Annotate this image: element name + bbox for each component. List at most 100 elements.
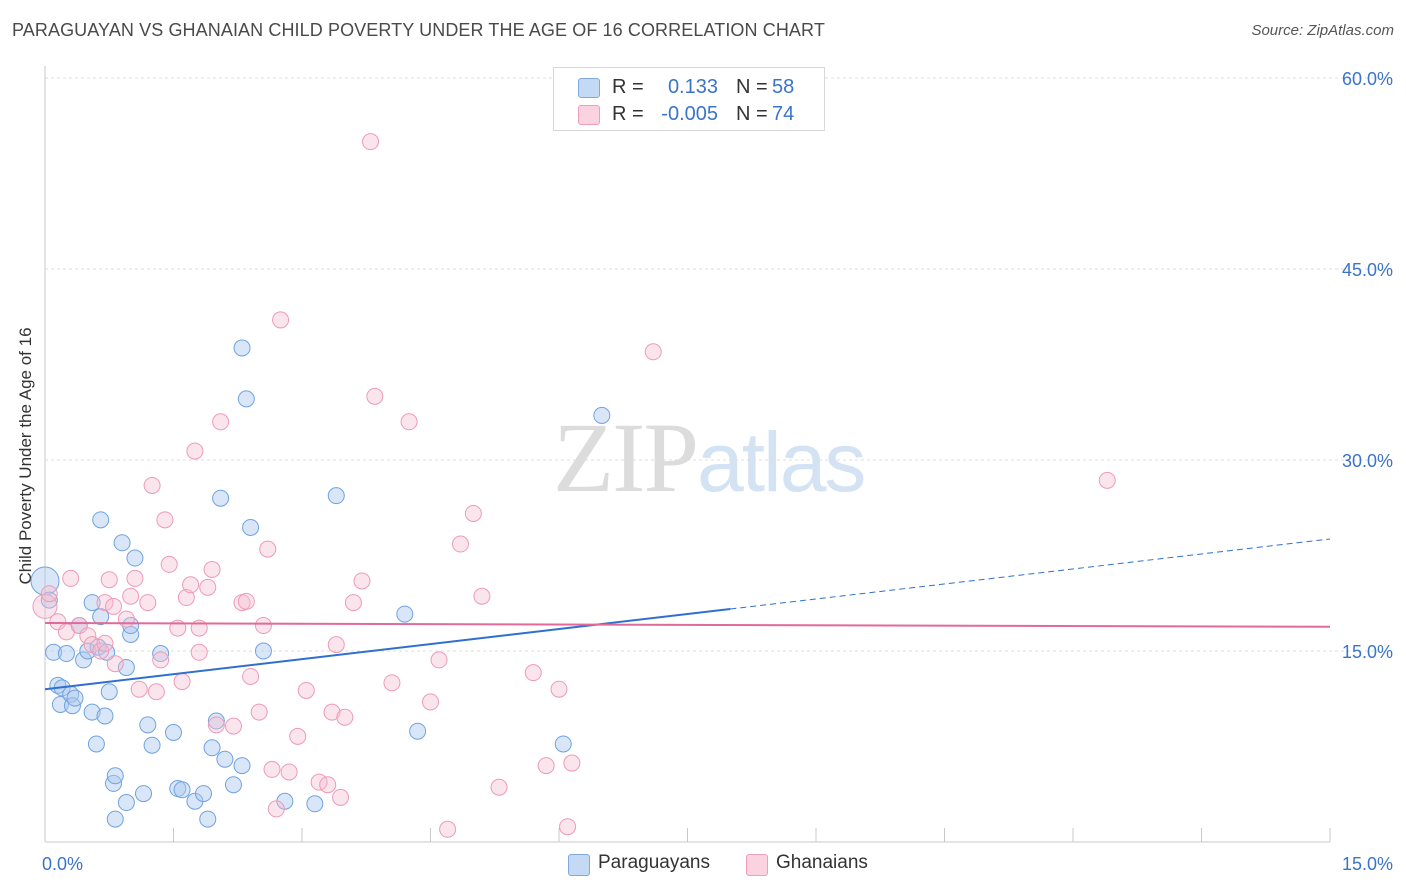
legend-swatch-ghanaians xyxy=(746,854,768,876)
paraguayan-point xyxy=(554,735,572,753)
ghanaian-point xyxy=(563,754,581,772)
ghanaian-point xyxy=(106,655,124,673)
ghanaian-point xyxy=(173,673,191,691)
paraguayan-point xyxy=(327,487,345,505)
ghanaian-point xyxy=(559,818,577,836)
r-value: -0.005 xyxy=(661,103,718,125)
paraguayan-point xyxy=(87,735,105,753)
paraguayan-point xyxy=(306,795,324,813)
ghanaian-point xyxy=(207,716,225,734)
paraguayan-point xyxy=(83,594,101,612)
ghanaian-point xyxy=(156,511,174,529)
paraguayan-point xyxy=(126,549,144,567)
ghanaian-point xyxy=(353,572,371,590)
ghanaian-point xyxy=(319,776,337,794)
y-tick-label: 45.0% xyxy=(1342,260,1393,280)
ghanaian-point xyxy=(224,717,242,735)
watermark-atlas: atlas xyxy=(697,415,866,509)
ghanaian-point xyxy=(250,703,268,721)
paraguayan-point xyxy=(593,406,611,424)
n-value: 58 xyxy=(772,76,795,98)
y-tick-label: 15.0% xyxy=(1342,642,1393,662)
ghanaian-point xyxy=(32,593,58,619)
ghanaian-point xyxy=(139,594,157,612)
ghanaian-point xyxy=(263,760,281,778)
paraguayan-trend-line xyxy=(44,607,731,691)
paraguayan-point xyxy=(45,643,63,661)
paraguayan-point xyxy=(139,716,157,734)
x-tick-label: 0.0% xyxy=(42,854,83,874)
paraguayan-point xyxy=(152,645,170,663)
watermark-zip: ZIP xyxy=(553,402,699,513)
paraguayan-point xyxy=(173,781,191,799)
ghanaian-point xyxy=(272,311,290,329)
paraguayan-trend-extension xyxy=(730,538,1331,610)
ghanaian-point xyxy=(152,651,170,669)
stats-row-paraguayans: R = 0.133 N = 58 xyxy=(554,74,824,102)
ghanaian-point xyxy=(96,634,114,652)
ghanaian-point xyxy=(259,540,277,558)
paraguayan-point xyxy=(199,810,217,828)
paraguayan-point xyxy=(233,339,251,357)
ghanaian-point xyxy=(383,674,401,692)
legend-swatch-ghanaians xyxy=(578,105,600,125)
paraguayan-point xyxy=(57,645,75,663)
paraguayan-point xyxy=(254,642,272,660)
ghanaian-point xyxy=(537,757,555,775)
ghanaian-point xyxy=(143,476,161,494)
ghanaian-point xyxy=(267,800,285,818)
ghanaian-point xyxy=(323,703,341,721)
legend-swatch-paraguayans xyxy=(568,854,590,876)
r-label: R = xyxy=(612,103,644,125)
ghanaian-point xyxy=(237,592,255,610)
ghanaian-point xyxy=(1098,471,1116,489)
ghanaian-point xyxy=(177,589,195,607)
ghanaian-point xyxy=(117,610,135,628)
ghanaian-point xyxy=(362,133,380,151)
ghanaian-point xyxy=(203,561,221,579)
watermark: ZIPatlas xyxy=(553,400,866,515)
paraguayan-point xyxy=(207,712,225,730)
ghanaian-point xyxy=(105,597,123,615)
legend-label-ghanaians: Ghanaians xyxy=(776,852,868,873)
ghanaian-point xyxy=(186,442,204,460)
ghanaian-point xyxy=(400,413,418,431)
ghanaian-point xyxy=(160,555,178,573)
stats-row-ghanaians: R = -0.005 N = 74 xyxy=(554,101,824,129)
paraguayan-point xyxy=(40,591,58,609)
y-tick-label: 30.0% xyxy=(1342,451,1393,471)
paraguayan-point xyxy=(203,739,221,757)
ghanaian-point xyxy=(126,569,144,587)
paraguayan-point xyxy=(106,767,124,785)
r-value: 0.133 xyxy=(667,76,718,98)
paraguayan-point xyxy=(96,707,114,725)
ghanaian-point xyxy=(130,680,148,698)
paraguayan-point xyxy=(396,605,414,623)
ghanaian-point xyxy=(490,778,508,796)
legend-label-paraguayans: Paraguayans xyxy=(598,852,710,873)
ghanaian-point xyxy=(644,343,662,361)
paraguayan-point xyxy=(117,794,135,812)
ghanaian-point xyxy=(297,681,315,699)
ghanaian-point xyxy=(336,708,354,726)
stats-legend: R = 0.133 N = 58 R = -0.005 N = 74 xyxy=(553,67,825,131)
ghanaian-point xyxy=(182,576,200,594)
n-label: N = xyxy=(736,76,768,98)
paraguayan-point xyxy=(100,683,118,701)
paraguayan-point xyxy=(92,511,110,529)
chart-title: PARAGUAYAN VS GHANAIAN CHILD POVERTY UND… xyxy=(12,20,825,40)
ghanaian-point xyxy=(464,504,482,522)
ghanaian-point xyxy=(62,569,80,587)
paraguayan-point xyxy=(212,489,230,507)
paraguayan-point xyxy=(83,703,101,721)
ghanaian-point xyxy=(100,571,118,589)
ghanaian-point xyxy=(422,693,439,711)
paraguayan-point xyxy=(237,390,255,408)
ghanaian-point xyxy=(212,413,230,431)
paraguayan-point xyxy=(242,518,260,536)
ghanaian-point xyxy=(79,627,97,645)
source-label: Source: ZipAtlas.com xyxy=(1251,22,1394,39)
ghanaian-point xyxy=(332,788,350,806)
ghanaian-point xyxy=(451,535,469,553)
ghanaian-point xyxy=(254,617,272,635)
